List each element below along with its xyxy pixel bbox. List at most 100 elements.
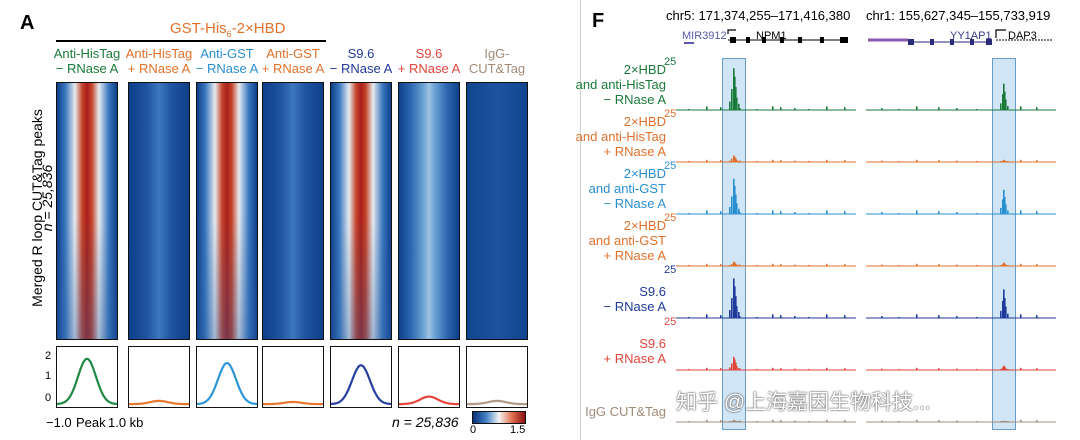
watermark: 知乎 @上海嘉因生物科技... (676, 391, 931, 414)
signal-bar (734, 359, 736, 370)
track-signal-4 (676, 261, 1056, 267)
column-title-line2: − RNase A (329, 61, 393, 76)
column-title-line1: Anti-GST (266, 46, 320, 61)
signal-bar (1020, 106, 1022, 110)
column-title-line2: CUT&Tag (468, 61, 526, 76)
signal-bar (735, 420, 737, 422)
track-scale-3: 25 (664, 160, 677, 172)
signal-bar (808, 317, 810, 318)
signal-bar (1003, 289, 1005, 318)
signal-bar (938, 211, 940, 214)
signal-bar (706, 419, 708, 422)
signal-bar (844, 160, 846, 162)
signal-bar (1020, 159, 1022, 162)
signal-bar (738, 265, 740, 266)
signal-bar (780, 211, 782, 214)
signal-bar (826, 210, 828, 214)
column-title-4: Anti-GST + RNase A (256, 46, 330, 76)
signal-bar (772, 314, 774, 318)
signal-bar (731, 263, 733, 266)
signal-bar (772, 263, 774, 266)
signal-bar (706, 367, 708, 370)
signal-bar (688, 109, 690, 110)
signal-bar (688, 369, 690, 370)
signal-bar (1005, 368, 1007, 370)
color-scale-max: 1.5 (510, 424, 526, 436)
signal-bar (1007, 421, 1009, 422)
profile-4 (262, 346, 324, 408)
signal-bar (729, 367, 731, 370)
signal-bar (733, 419, 735, 422)
profile-7 (466, 346, 528, 408)
signal-bar (1005, 99, 1007, 110)
signal-bar (736, 366, 738, 370)
heatmap-5 (330, 82, 392, 340)
signal-bar (844, 211, 846, 214)
signal-bar (881, 264, 883, 266)
track-label-line: IgG CUT&Tag (585, 404, 666, 419)
profile-tick-0: 0 (45, 392, 52, 404)
track-label-5: S9.6− RNase A (560, 284, 666, 314)
signal-bar (772, 367, 774, 370)
profile-svg (330, 364, 392, 406)
profile-line (467, 399, 527, 406)
signal-bar (731, 158, 733, 162)
signal-bar (733, 278, 735, 318)
signal-bar (735, 263, 737, 266)
profile-line (196, 361, 258, 406)
signal-bar (916, 314, 918, 318)
signal-bar (738, 421, 740, 422)
signal-bar (1002, 94, 1004, 110)
track-label-6: S9.6 + RNase A (560, 336, 666, 366)
profile-line (399, 395, 459, 406)
track-signal-7 (676, 419, 1056, 423)
signal-bar (1002, 300, 1004, 318)
column-title-line2: + RNase A (127, 61, 191, 76)
heatmap-6 (398, 82, 460, 340)
signal-bar (844, 107, 846, 110)
gene-mir3912: MIR3912 (682, 30, 727, 42)
track-label-line: − RNase A (603, 299, 666, 314)
signal-bar (735, 194, 737, 214)
signal-bar (720, 211, 722, 214)
profile-line (263, 400, 323, 406)
signal-bar (1002, 367, 1004, 370)
construct-underline (56, 40, 326, 42)
signal-bar (898, 317, 900, 318)
track-label-line: S9.6 (639, 284, 666, 299)
signal-bar (772, 106, 774, 110)
signal-bar (733, 68, 735, 110)
signal-bar (734, 420, 736, 422)
npm1-model (727, 29, 848, 43)
signal-bar (688, 317, 690, 318)
signal-bar (956, 420, 958, 422)
signal-bar (734, 262, 736, 266)
signal-bar (794, 160, 796, 162)
profile-svg (129, 399, 189, 406)
signal-bar (808, 369, 810, 370)
signal-bar (1007, 106, 1009, 110)
signal-bar (938, 107, 940, 110)
track-label-line: + RNase A (603, 144, 666, 159)
signal-bar (739, 316, 741, 318)
profile-svg (467, 399, 527, 406)
signal-bar (1005, 264, 1007, 266)
gene-dap3: DAP3 (1008, 30, 1037, 42)
mir3912-model (684, 42, 694, 44)
signal-bar (1036, 264, 1038, 266)
color-scale-min: 0 (470, 424, 477, 436)
signal-bar (739, 160, 741, 162)
signal-bar (780, 420, 782, 422)
track-label-line: − RNase A (603, 196, 666, 211)
signal-bar (756, 265, 758, 266)
signal-bar (1036, 420, 1038, 422)
profile-line (56, 357, 118, 406)
signal-bar (916, 263, 918, 266)
profile-svg (56, 357, 118, 406)
signal-bar (780, 160, 782, 162)
signal-bar (739, 264, 741, 266)
signal-bar (916, 419, 918, 422)
heatmap-n-label: n = 25,836 (39, 164, 55, 232)
signal-bar (720, 315, 722, 318)
signal-bar (772, 419, 774, 422)
